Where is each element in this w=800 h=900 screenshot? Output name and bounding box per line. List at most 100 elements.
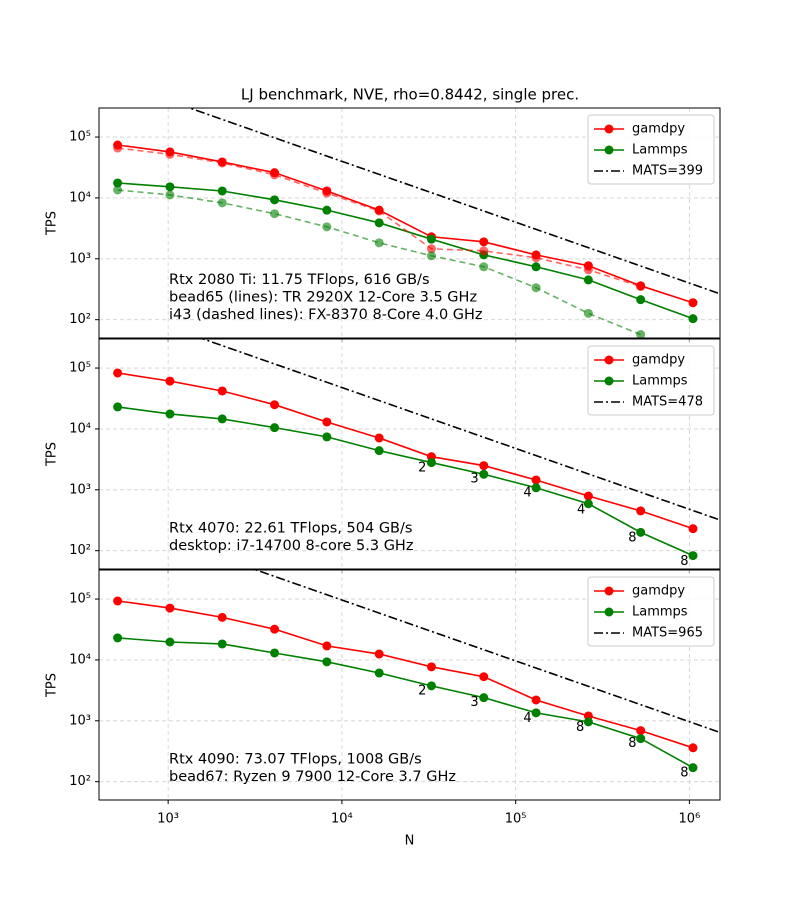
marker xyxy=(113,402,123,412)
legend-marker xyxy=(604,145,614,155)
marker xyxy=(426,234,436,244)
marker xyxy=(113,185,123,195)
legend-marker xyxy=(604,586,614,596)
y-tick-label: 10⁵ xyxy=(69,130,91,145)
marker xyxy=(322,222,332,232)
marker xyxy=(636,734,646,744)
annotation: 2 xyxy=(418,460,426,475)
annotation: 8 xyxy=(576,720,584,735)
marker xyxy=(270,170,280,180)
legend-marker xyxy=(604,355,614,365)
x-tick-label: 10³ xyxy=(157,812,179,827)
y-tick-label: 10⁴ xyxy=(69,652,91,667)
annotation: 8 xyxy=(628,531,636,546)
marker xyxy=(583,717,593,727)
marker xyxy=(322,417,332,427)
marker xyxy=(322,205,332,215)
marker xyxy=(688,314,698,324)
marker xyxy=(531,262,541,272)
series-line xyxy=(117,182,694,320)
legend-marker xyxy=(604,607,614,617)
marker xyxy=(374,238,384,248)
marker xyxy=(113,368,123,378)
axes-frame xyxy=(98,107,721,339)
marker xyxy=(583,308,593,318)
series-line xyxy=(117,372,694,530)
marker xyxy=(217,639,227,649)
y-tick-label: 10² xyxy=(69,543,91,558)
series-line xyxy=(117,189,641,336)
annotation: 8 xyxy=(680,554,688,569)
marker xyxy=(636,726,646,736)
series-line xyxy=(117,600,694,749)
marker xyxy=(688,298,698,308)
marker xyxy=(165,149,175,159)
y-tick-label: 10⁵ xyxy=(69,592,91,607)
marker xyxy=(165,637,175,647)
marker xyxy=(165,603,175,613)
series-line xyxy=(253,570,720,734)
marker xyxy=(688,743,698,753)
marker xyxy=(217,198,227,208)
marker xyxy=(270,648,280,658)
info-text: bead65 (lines): TR 2920X 12-Core 3.5 GHz xyxy=(169,290,477,306)
annotation: 3 xyxy=(470,695,478,710)
marker xyxy=(479,262,489,272)
info-text: bead67: Ryzen 9 7900 12-Core 3.7 GHz xyxy=(169,769,456,785)
marker xyxy=(583,275,593,285)
legend-marker xyxy=(604,376,614,386)
marker xyxy=(165,376,175,386)
marker xyxy=(426,251,436,261)
marker xyxy=(322,432,332,442)
plot-area xyxy=(113,339,720,561)
marker xyxy=(217,386,227,396)
y-axis-label: TPS xyxy=(45,442,60,467)
marker xyxy=(688,551,698,561)
marker xyxy=(479,237,489,247)
legend-label: MATS=478 xyxy=(632,395,703,410)
marker xyxy=(374,668,384,678)
marker xyxy=(531,253,541,263)
info-text: i43 (dashed lines): FX-8370 8-Core 4.0 G… xyxy=(169,307,483,323)
legend-box xyxy=(587,114,715,185)
marker xyxy=(270,423,280,433)
marker xyxy=(636,527,646,537)
info-text: Rtx 4090: 73.07 TFlops, 1008 GB/s xyxy=(169,752,422,768)
plot-area xyxy=(113,570,720,773)
y-tick-label: 10⁴ xyxy=(69,190,91,205)
axes-frame xyxy=(98,338,721,570)
legend-label: gamdpy xyxy=(632,584,685,599)
y-tick-label: 10³ xyxy=(69,482,91,497)
marker xyxy=(322,188,332,198)
legend-label: Lammps xyxy=(632,143,688,158)
marker xyxy=(636,330,646,338)
marker xyxy=(165,409,175,419)
x-tick-label: 10⁴ xyxy=(331,812,353,827)
marker xyxy=(113,178,123,188)
legend-label: gamdpy xyxy=(632,122,685,137)
marker xyxy=(479,469,489,479)
marker xyxy=(113,633,123,643)
marker xyxy=(583,499,593,509)
legend-box xyxy=(587,576,715,647)
marker xyxy=(217,158,227,168)
marker xyxy=(583,265,593,275)
marker xyxy=(688,524,698,534)
marker xyxy=(374,206,384,216)
marker xyxy=(322,641,332,651)
marker xyxy=(165,182,175,192)
annotation: 4 xyxy=(523,485,531,500)
info-text: Rtx 4070: 22.61 TFlops, 504 GB/s xyxy=(169,521,412,537)
annotation: 2 xyxy=(418,683,426,698)
marker xyxy=(479,246,489,256)
x-tick-label: 10⁵ xyxy=(505,812,527,827)
info-text: Rtx 2080 Ti: 11.75 TFlops, 616 GB/s xyxy=(169,272,430,288)
marker xyxy=(636,506,646,516)
marker xyxy=(217,414,227,424)
marker xyxy=(270,400,280,410)
y-tick-label: 10² xyxy=(69,312,91,327)
y-axis-label: TPS xyxy=(45,211,60,236)
marker xyxy=(583,491,593,501)
marker xyxy=(113,596,123,606)
